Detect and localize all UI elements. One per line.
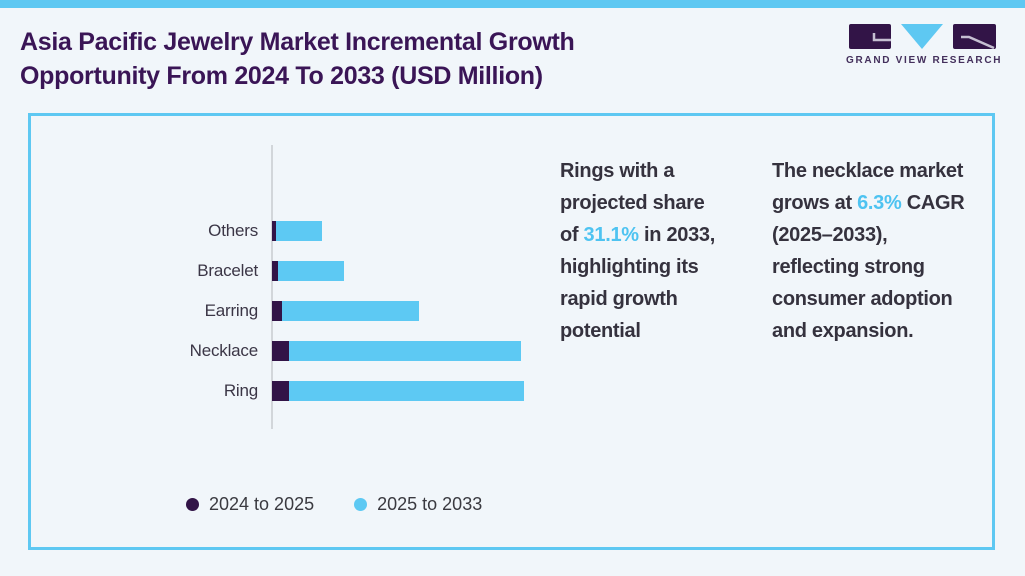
gvr-logo: GRAND VIEW RESEARCH: [846, 24, 1003, 66]
bar-track-ring: [272, 381, 524, 401]
brand-name: GRAND VIEW RESEARCH: [846, 55, 1003, 66]
category-label-others: Others: [208, 221, 258, 240]
page-title-line1: Asia Pacific Jewelry Market Incremental …: [20, 28, 575, 56]
bar-segment-earring-2025-to-2033: [282, 301, 420, 321]
bar-segment-earring-2024-to-2025: [272, 301, 283, 321]
bar-segment-bracelet-2025-to-2033: [277, 261, 345, 281]
bar-rows: Others Bracelet Earring Necklace Ring: [31, 211, 992, 411]
legend-dot-2025-to-2033: [354, 498, 368, 511]
callout-rings-text-end: in 2033, highlighting its rapid growth p…: [560, 224, 716, 342]
chart-card: Others Bracelet Earring Necklace Ring Rings …: [28, 113, 995, 550]
callout-rings-highlight: 31.1%: [583, 224, 640, 246]
bar-segment-necklace-2025-to-2033: [288, 341, 521, 361]
gvr-mark: [848, 24, 996, 50]
v-mark: [900, 24, 943, 49]
bar-track-necklace: [272, 341, 521, 361]
bar-track-bracelet: [272, 261, 345, 281]
bar-segment-bracelet-2024-to-2025: [272, 261, 278, 281]
bar-row-ring: Ring: [31, 371, 992, 411]
g-mark: [848, 24, 891, 49]
bar-segment-necklace-2024-to-2025: [272, 341, 289, 361]
bar-segment-ring-2024-to-2025: [272, 381, 290, 401]
legend-item-2025-to-2033: 2025 to 2033: [354, 494, 482, 515]
category-label-bracelet: Bracelet: [197, 261, 258, 280]
r-mark: [952, 24, 996, 49]
category-label-ring: Ring: [223, 381, 258, 400]
bar-segment-others-2024-to-2025: [272, 221, 276, 241]
legend-dot-2024-to-2025: [186, 498, 199, 511]
bar-row-earring: Earring: [31, 291, 992, 331]
legend-label-2025-to-2033: 2025 to 2033: [377, 494, 483, 514]
callout-necklace-text-end: CAGR (2025–2033), reflecting strong cons…: [772, 192, 965, 342]
bar-segment-ring-2025-to-2033: [289, 381, 524, 401]
bar-segment-others-2025-to-2033: [275, 221, 323, 241]
bar-track-earring: [272, 301, 420, 321]
category-label-earring: Earring: [204, 301, 259, 320]
callout-necklace: The necklace market grows at 6.3% CAGR (…: [772, 155, 967, 347]
category-label-necklace: Necklace: [189, 341, 259, 360]
legend-item-2024-to-2025: 2024 to 2025: [186, 494, 314, 515]
callout-rings-text: Rings with a projected share of: [560, 160, 705, 246]
legend-label-2024-to-2025: 2024 to 2025: [209, 494, 315, 514]
r-mark-line: [960, 35, 995, 50]
callout-necklace-highlight: 6.3%: [857, 192, 902, 214]
bar-row-bracelet: Bracelet: [31, 251, 992, 291]
page-title: Asia Pacific Jewelry Market Incremental …: [20, 25, 740, 93]
y-axis-line: [271, 145, 273, 429]
page-title-line2: Opportunity From 2024 To 2033 (USD Milli…: [20, 62, 543, 90]
chart-legend: 2024 to 2025 2025 to 2033: [186, 494, 482, 515]
top-accent-strip: [0, 0, 1025, 8]
callout-rings: Rings with a projected share of 31.1% in…: [560, 155, 725, 347]
bar-track-others: [272, 221, 323, 241]
bar-row-necklace: Necklace: [31, 331, 992, 371]
callout-necklace-text: The necklace market grows at: [772, 160, 964, 214]
g-mark-line: [872, 33, 891, 42]
bar-row-others: Others: [31, 211, 992, 251]
